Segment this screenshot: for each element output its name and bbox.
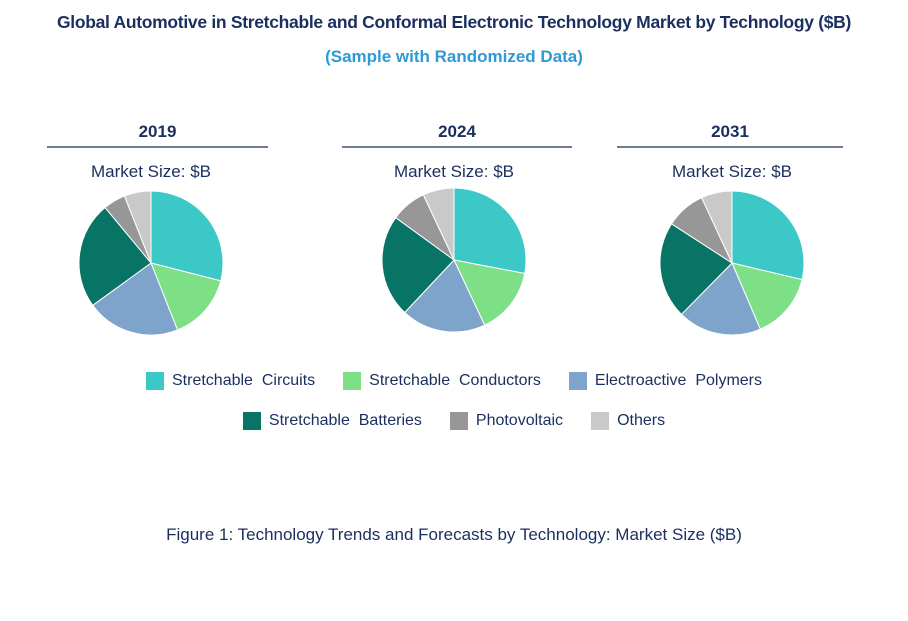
pie-chart-2031: 2031 Market Size: $B	[617, 122, 843, 336]
legend-label-others: Others	[617, 412, 666, 429]
legend-item-electroactive-polymers: Electroactive Polymers	[568, 372, 762, 390]
pie-year-label: 2024	[438, 122, 476, 141]
legend-item-photovoltaic: Photovoltaic	[449, 412, 564, 430]
legend-swatch-others	[591, 412, 610, 430]
pie-slice-2019-others	[123, 190, 152, 264]
pie-market-size-label: Market Size: $B	[91, 162, 211, 181]
legend-row-2: Stretchable Batteries Photovoltaic Other…	[0, 412, 908, 430]
pie-slice-2031-others	[700, 190, 733, 264]
chart-title: Global Automotive in Stretchable and Con…	[56, 12, 852, 32]
legend-row-1: Stretchable Circuits Stretchable Conduct…	[0, 372, 908, 390]
legend-label-stretchable-conductors: Stretchable Conductors	[369, 372, 541, 389]
legend-label-electroactive-polymers: Electroactive Polymers	[594, 372, 762, 389]
pie-slice-2019-stretchable-batteries	[78, 206, 152, 307]
pie-year-label: 2019	[139, 122, 177, 141]
pie-slice-2031-stretchable-batteries	[659, 223, 733, 316]
pie-slice-2019-electroactive-polymers	[92, 262, 179, 336]
pie-slice-2024-stretchable-conductors	[453, 259, 526, 326]
legend-swatch-stretchable-batteries	[242, 412, 261, 430]
legend-label-stretchable-batteries: Stretchable Batteries	[268, 412, 422, 429]
legend-swatch-photovoltaic	[449, 412, 468, 430]
legend-swatch-electroactive-polymers	[568, 372, 587, 390]
pie-slice-2024-stretchable-circuits	[453, 187, 527, 275]
pie-chart-2019: 2019 Market Size: $B	[47, 122, 268, 336]
pie-market-size-label: Market Size: $B	[394, 162, 514, 181]
pie-slice-2019-stretchable-circuits	[150, 190, 224, 282]
pie-slice-2024-stretchable-batteries	[381, 216, 455, 314]
legend-item-stretchable-batteries: Stretchable Batteries	[242, 412, 422, 430]
pie-slice-2019-stretchable-conductors	[150, 262, 222, 331]
pie-market-size-label: Market Size: $B	[672, 162, 792, 181]
pie-slice-2024-electroactive-polymers	[404, 259, 486, 333]
legend-swatch-stretchable-circuits	[146, 372, 164, 390]
pie-slice-2031-stretchable-conductors	[731, 262, 803, 330]
legend-item-stretchable-circuits: Stretchable Circuits	[146, 372, 315, 390]
legend-label-photovoltaic: Photovoltaic	[475, 412, 564, 429]
legend-item-stretchable-conductors: Stretchable Conductors	[343, 372, 541, 390]
pie-slice-2024-others	[422, 187, 455, 261]
pie-chart-2024: 2024 Market Size: $B	[342, 122, 572, 333]
pie-slice-2031-stretchable-circuits	[731, 190, 805, 281]
pie-slice-2031-electroactive-polymers	[680, 262, 761, 336]
legend-swatch-stretchable-conductors	[343, 372, 362, 390]
figure-caption: Figure 1: Technology Trends and Forecast…	[166, 525, 742, 544]
legend-label-stretchable-circuits: Stretchable Circuits	[172, 372, 316, 389]
chart-subtitle: (Sample with Randomized Data)	[325, 47, 583, 66]
legend-item-others: Others	[591, 412, 665, 430]
pie-year-label: 2031	[711, 122, 749, 141]
